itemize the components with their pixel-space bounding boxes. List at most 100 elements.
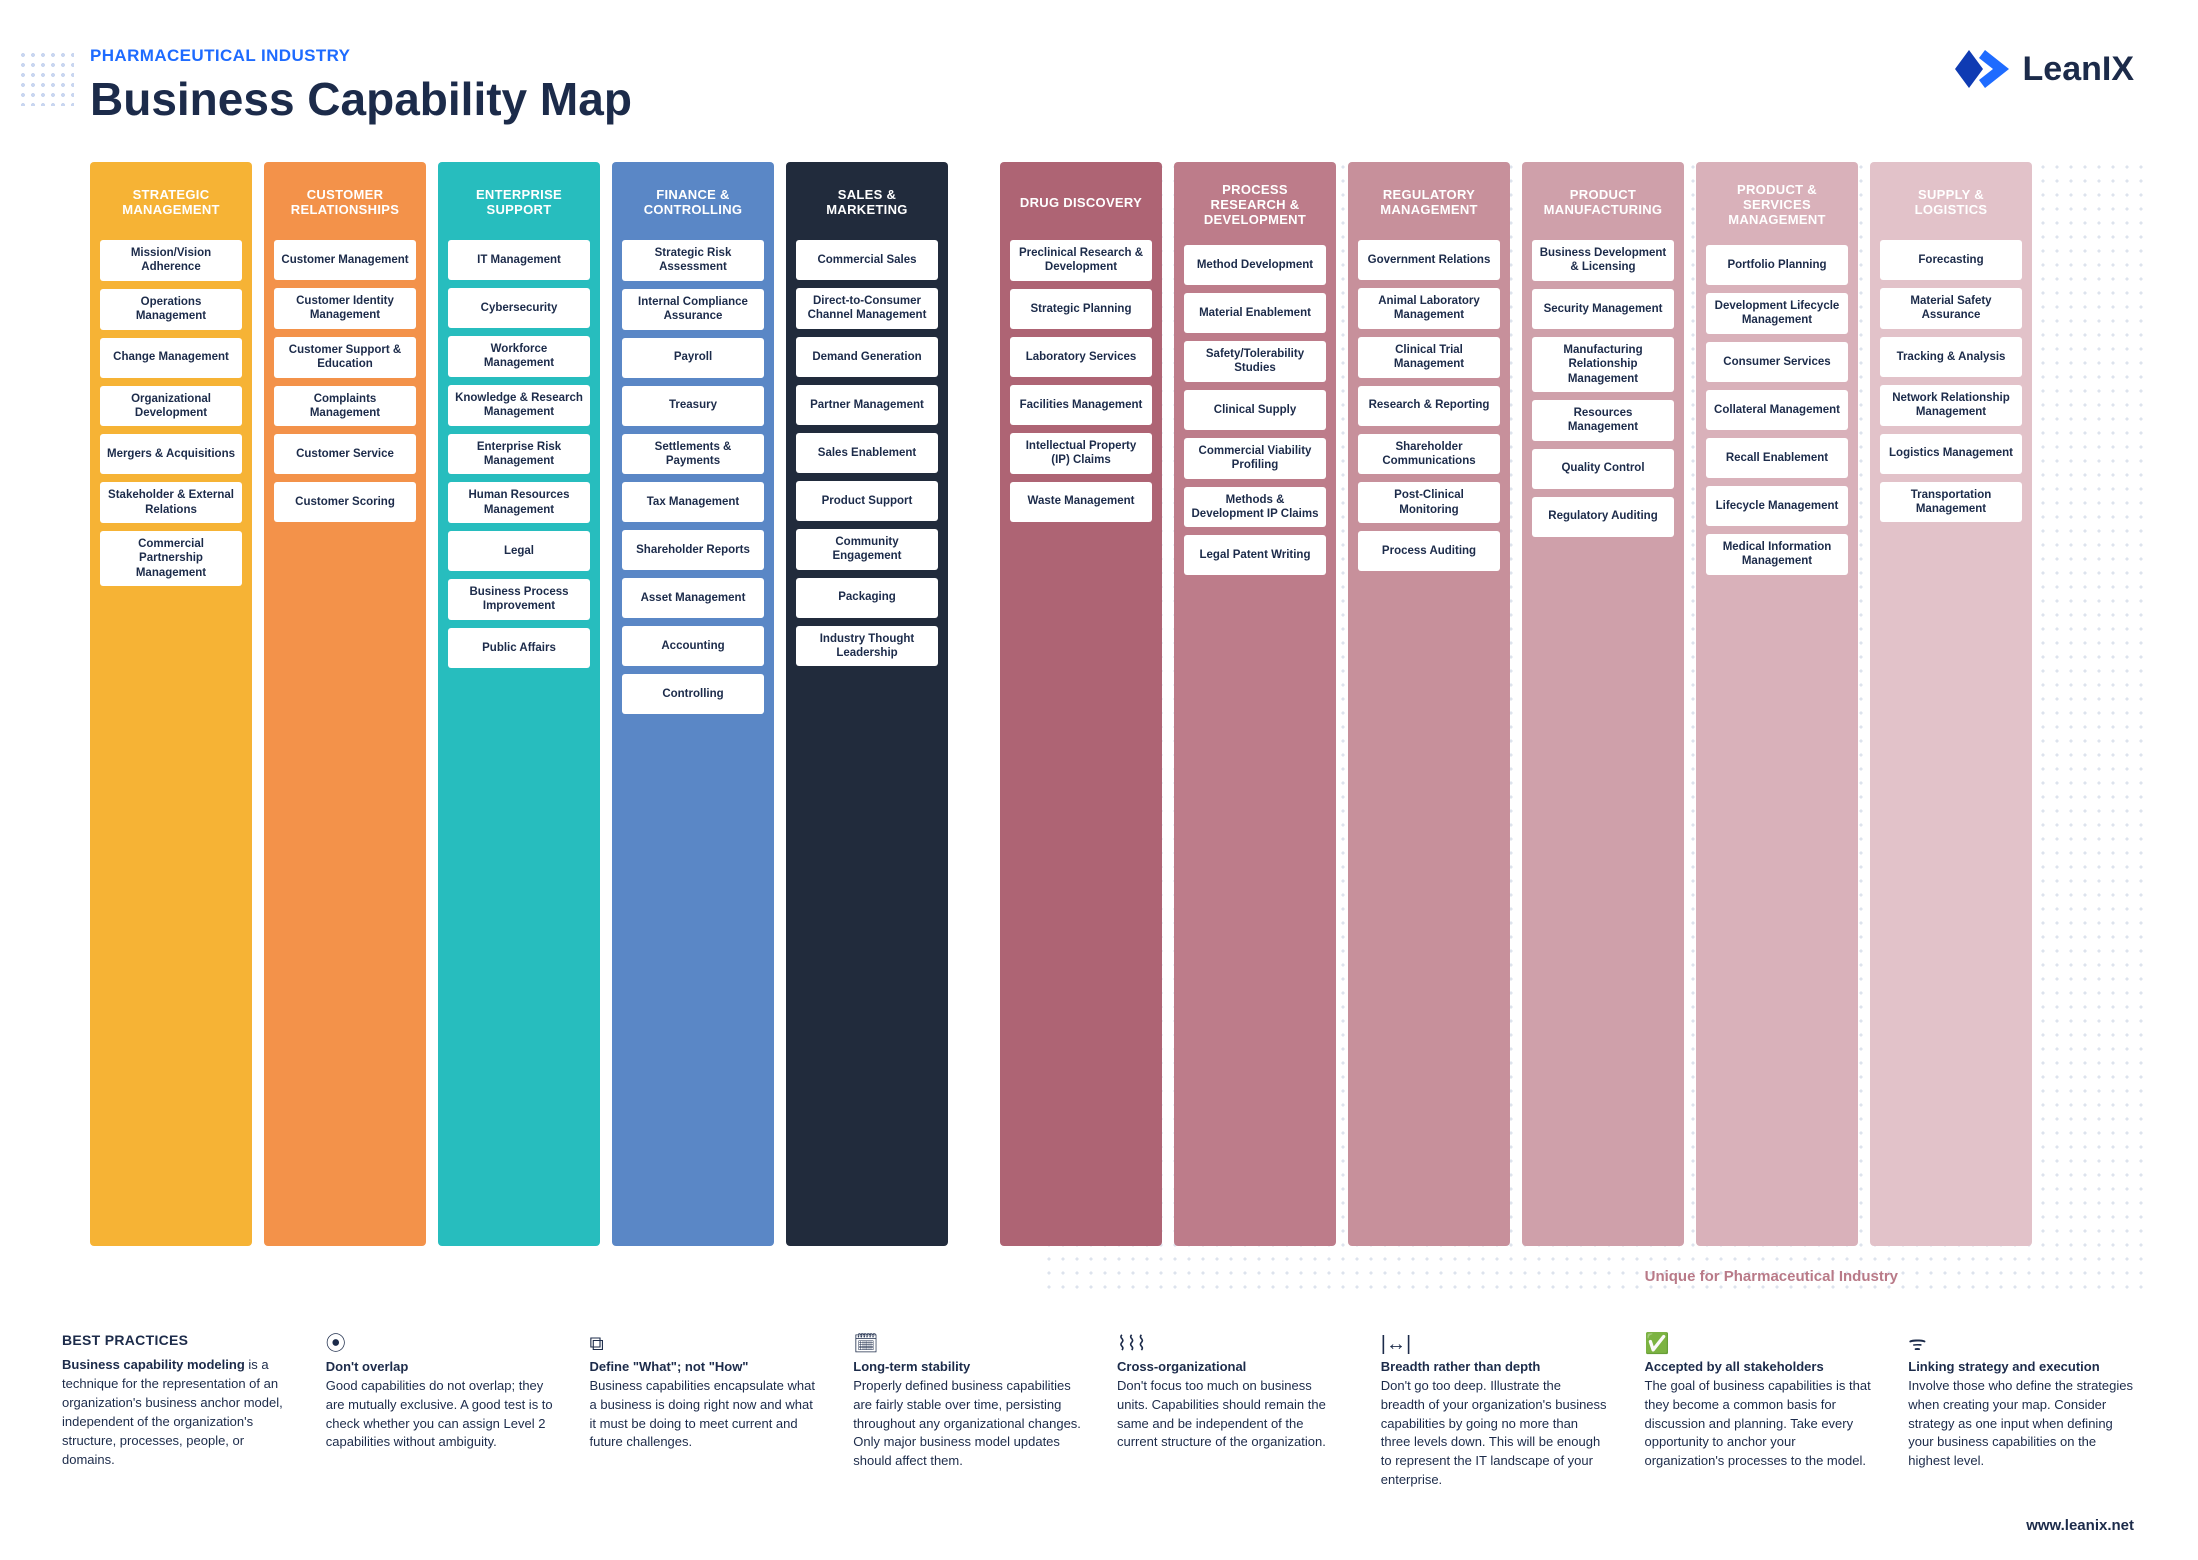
capability-card: Security Management <box>1532 289 1674 329</box>
capability-card: Intellectual Property (IP) Claims <box>1010 433 1152 474</box>
column-title: FINANCE & CONTROLLING <box>622 162 764 240</box>
capability-card: Mission/Vision Adherence <box>100 240 242 281</box>
bp-item: 🗓 Long-term stabilityProperly defined bus… <box>853 1330 1081 1490</box>
bp-heading: BEST PRACTICES <box>62 1330 290 1350</box>
capability-card: Public Affairs <box>448 628 590 668</box>
capability-card: Animal Laboratory Management <box>1358 288 1500 329</box>
capability-card: Accounting <box>622 626 764 666</box>
column-title: STRATEGIC MANAGEMENT <box>100 162 242 240</box>
capability-card: Customer Support & Education <box>274 337 416 378</box>
column-customer-relationships: CUSTOMER RELATIONSHIPSCustomer Managemen… <box>264 162 426 1246</box>
capability-card: Recall Enablement <box>1706 438 1848 478</box>
eyebrow: PHARMACEUTICAL INDUSTRY <box>90 46 632 66</box>
capability-card: Strategic Planning <box>1010 289 1152 329</box>
capability-card: Settlements & Payments <box>622 434 764 475</box>
capability-card: Knowledge & Research Management <box>448 385 590 426</box>
capability-card: Quality Control <box>1532 449 1674 489</box>
column-sales-marketing: SALES & MARKETINGCommercial Sales Direct-… <box>786 162 948 1246</box>
bp-item-title: Linking strategy and execution <box>1908 1358 2136 1377</box>
capability-card: Treasury <box>622 386 764 426</box>
capability-card: Cybersecurity <box>448 288 590 328</box>
column-title: SUPPLY & LOGISTICS <box>1880 162 2022 240</box>
capability-card: Tracking & Analysis <box>1880 337 2022 377</box>
capability-card: Industry Thought Leadership <box>796 626 938 667</box>
capability-card: Post-Clinical Monitoring <box>1358 482 1500 523</box>
capability-card: Direct-to-Consumer Channel Management <box>796 288 938 329</box>
bp-intro-title: Business capability modeling <box>62 1357 245 1372</box>
bp-item: ᯤ Linking strategy and executionInvolve t… <box>1908 1330 2136 1490</box>
column-title: ENTERPRISE SUPPORT <box>448 162 590 240</box>
bp-item: ⦿Don't overlapGood capabilities do not o… <box>326 1330 554 1490</box>
column-strategic-management: STRATEGIC MANAGEMENTMission/Vision Adher… <box>90 162 252 1246</box>
bp-intro: BEST PRACTICES Business capability modeli… <box>62 1330 290 1490</box>
column-title: SALES & MARKETING <box>796 162 938 240</box>
bp-item-body: Don't focus too much on business units. … <box>1117 1377 1345 1452</box>
accepted-icon: ✅ <box>1645 1330 1873 1352</box>
column-regulatory-management: REGULATORY MANAGEMENTGovernment Relation… <box>1348 162 1510 1246</box>
logo: LeanIX <box>1955 46 2134 92</box>
capability-card: Change Management <box>100 338 242 378</box>
capability-card: Demand Generation <box>796 337 938 377</box>
capability-card: Collateral Management <box>1706 390 1848 430</box>
capability-card: Government Relations <box>1358 240 1500 280</box>
capability-card: Workforce Management <box>448 336 590 377</box>
capability-card: Resources Management <box>1532 400 1674 441</box>
linking-icon: ᯤ <box>1908 1330 2136 1352</box>
capability-card: Process Auditing <box>1358 531 1500 571</box>
column-finance-controlling: FINANCE & CONTROLLINGStrategic Risk Asse… <box>612 162 774 1246</box>
logo-icon <box>1955 46 2009 92</box>
capability-card: Organizational Development <box>100 386 242 427</box>
bp-intro-body: is a technique for the representation of… <box>62 1357 283 1466</box>
capability-card: Partner Management <box>796 385 938 425</box>
bp-item-body: Business capabilities encapsulate what a… <box>590 1377 818 1452</box>
capability-card: Customer Service <box>274 434 416 474</box>
column-process-rd: PROCESS RESEARCH & DEVELOPMENTMethod Dev… <box>1174 162 1336 1246</box>
column-group-gap <box>960 162 988 1246</box>
capability-card: Clinical Trial Management <box>1358 337 1500 378</box>
bp-item-title: Long-term stability <box>853 1358 1081 1377</box>
pharma-band-label: Unique for Pharmaceutical Industry <box>1645 1268 1898 1285</box>
cross-org-icon: ⌇⌇⌇ <box>1117 1330 1345 1352</box>
capability-card: Transportation Management <box>1880 482 2022 523</box>
capability-card: Shareholder Communications <box>1358 434 1500 475</box>
capability-card: Material Enablement <box>1184 293 1326 333</box>
column-title: PROCESS RESEARCH & DEVELOPMENT <box>1184 162 1326 245</box>
bp-item-title: Define "What"; not "How" <box>590 1358 818 1377</box>
overlap-icon: ⦿ <box>326 1330 554 1352</box>
capability-card: Operations Management <box>100 289 242 330</box>
capability-card: Laboratory Services <box>1010 337 1152 377</box>
capability-card: Human Resources Management <box>448 482 590 523</box>
column-title: REGULATORY MANAGEMENT <box>1358 162 1500 240</box>
bp-item: |↔| Breadth rather than depthDon't go too… <box>1381 1330 1609 1490</box>
capability-card: Sales Enablement <box>796 433 938 473</box>
capability-card: Material Safety Assurance <box>1880 288 2022 329</box>
column-title: PRODUCT & SERVICES MANAGEMENT <box>1706 162 1848 245</box>
bp-item-body: Properly defined business capabilities a… <box>853 1377 1081 1471</box>
capability-card: Commercial Viability Profiling <box>1184 438 1326 479</box>
bp-item-body: Don't go too deep. Illustrate the breadt… <box>1381 1377 1609 1490</box>
best-practices: BEST PRACTICES Business capability modeli… <box>62 1330 2136 1490</box>
capability-card: Logistics Management <box>1880 434 2022 474</box>
capability-card: Commercial Sales <box>796 240 938 280</box>
capability-card: Legal Patent Writing <box>1184 535 1326 575</box>
capability-card: Waste Management <box>1010 482 1152 522</box>
bp-item-body: Involve those who define the strategies … <box>1908 1377 2136 1471</box>
capability-card: Clinical Supply <box>1184 390 1326 430</box>
capability-card: Mergers & Acquisitions <box>100 434 242 474</box>
capability-card: Manufacturing Relationship Management <box>1532 337 1674 392</box>
capability-card: Stakeholder & External Relations <box>100 482 242 523</box>
capability-card: Packaging <box>796 578 938 618</box>
capability-card: Legal <box>448 531 590 571</box>
breadth-icon: |↔| <box>1381 1330 1609 1352</box>
bp-item-title: Don't overlap <box>326 1358 554 1377</box>
capability-card: Safety/Tolerability Studies <box>1184 341 1326 382</box>
page-title: Business Capability Map <box>90 72 632 126</box>
stability-icon: 🗓 <box>853 1330 1081 1352</box>
decor-dots-top-left <box>18 50 74 106</box>
capability-card: Product Support <box>796 481 938 521</box>
capability-card: Consumer Services <box>1706 342 1848 382</box>
capability-card: Tax Management <box>622 482 764 522</box>
capability-card: Method Development <box>1184 245 1326 285</box>
capability-card: Commercial Partnership Management <box>100 531 242 586</box>
bp-item-title: Breadth rather than depth <box>1381 1358 1609 1377</box>
